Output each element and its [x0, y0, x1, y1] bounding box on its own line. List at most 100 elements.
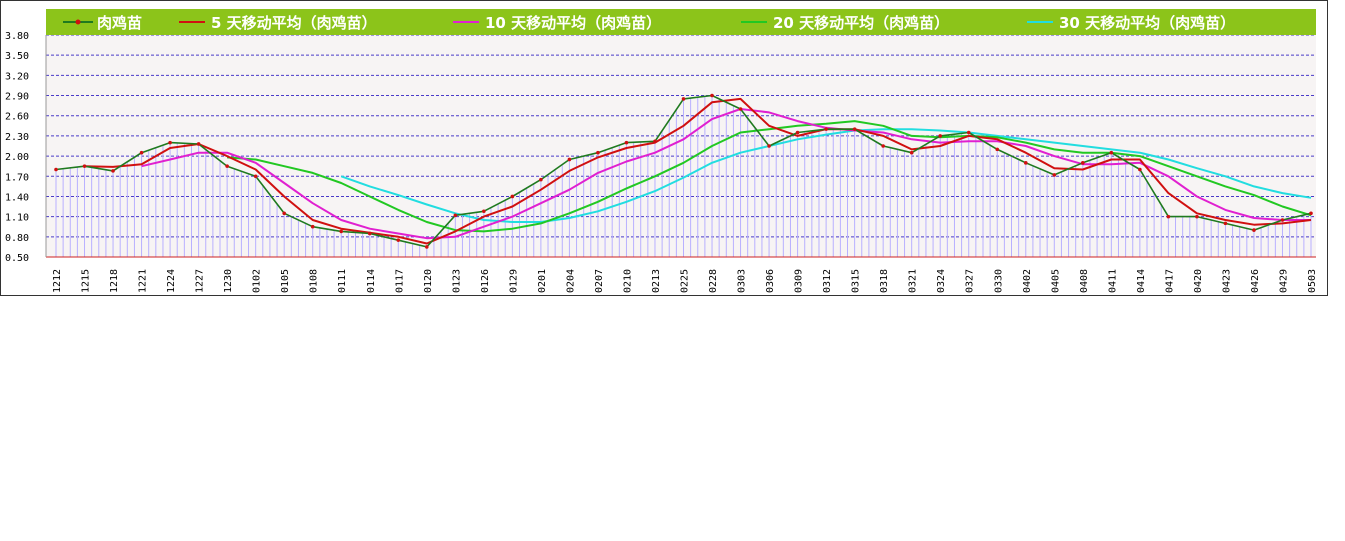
x-tick-label: 0306	[765, 269, 776, 293]
data-point	[1223, 221, 1228, 226]
x-tick-label: 0105	[280, 269, 291, 293]
data-point	[1023, 161, 1028, 165]
data-point	[1252, 228, 1256, 232]
data-point	[453, 213, 458, 218]
y-tick-label: 3.50	[5, 51, 29, 62]
x-tick-label: 0417	[1164, 269, 1175, 293]
x-tick-label: 0225	[680, 269, 691, 293]
data-point	[54, 167, 58, 172]
data-point	[1052, 173, 1057, 177]
data-point	[1280, 218, 1285, 222]
data-point	[795, 130, 800, 135]
x-tick-label: 0204	[565, 269, 576, 293]
data-point	[710, 93, 714, 98]
x-tick-label: 0303	[737, 269, 748, 293]
legend-band	[46, 9, 1316, 35]
x-tick-label: 0309	[794, 269, 805, 293]
data-point	[624, 140, 629, 145]
data-point	[767, 144, 771, 148]
data-point	[482, 209, 486, 214]
y-tick-labels: 3.80 3.50 3.20 2.90 2.60 2.30 2.00 1.70 1.40 1.10…	[5, 31, 29, 264]
data-point	[539, 177, 543, 182]
series-line-4	[340, 128, 1312, 223]
x-tick-label: 0503	[1307, 269, 1318, 293]
x-tick-label: 0321	[908, 269, 919, 293]
x-tick-label: 0411	[1107, 269, 1118, 293]
x-tick-label: 0201	[537, 269, 548, 293]
x-tick-label: 0327	[965, 269, 976, 293]
data-point	[282, 211, 286, 216]
legend-label-price: 肉鸡苗	[97, 14, 142, 32]
x-tick-label: 1227	[195, 269, 206, 293]
x-tick-label: 0102	[252, 269, 263, 293]
legend-item-ma30: 30 天移动平均（肉鸡苗）	[1027, 14, 1235, 32]
marker-layer	[54, 93, 1313, 249]
data-point	[510, 194, 515, 199]
data-point	[1081, 161, 1085, 165]
data-point	[938, 134, 943, 138]
x-tick-label: 0405	[1050, 269, 1061, 293]
legend-label-ma20: 20 天移动平均（肉鸡苗）	[773, 14, 949, 32]
x-tick-label: 0123	[451, 269, 462, 293]
x-tick-label: 0207	[594, 269, 605, 293]
y-tick-label: 2.00	[5, 152, 29, 163]
data-point	[111, 169, 115, 173]
x-tick-label: 0117	[394, 269, 405, 293]
x-tick-label: 1218	[109, 269, 120, 293]
legend-item-price: 肉鸡苗	[63, 14, 142, 32]
series-line-3	[227, 120, 1312, 233]
x-tick-label: 0108	[309, 269, 320, 293]
legend-item-ma5: 5 天移动平均（肉鸡苗）	[179, 14, 377, 32]
x-tick-label: 0228	[708, 269, 719, 293]
y-tick-label: 2.30	[5, 132, 29, 143]
x-tick-label: 0210	[622, 269, 633, 293]
x-tick-label: 1215	[81, 269, 92, 293]
x-tick-labels: 1212 1215 1218 1221 1224 1227 1230 0102 0105 0108…	[52, 269, 1318, 293]
data-point	[653, 139, 657, 144]
legend: 肉鸡苗 5 天移动平均（肉鸡苗） 10 天移动平均（肉鸡苗） 20 天移动平均（…	[63, 14, 1235, 32]
data-point	[738, 107, 743, 111]
data-point	[82, 164, 87, 168]
x-tick-label: 0318	[879, 269, 890, 293]
x-tick-label: 0213	[651, 269, 662, 293]
x-tick-label: 0111	[337, 269, 348, 293]
y-tick-label: 0.80	[5, 233, 29, 244]
series-line-1	[84, 97, 1312, 245]
data-point	[1109, 150, 1114, 155]
data-point	[396, 238, 401, 242]
legend-marker-price	[75, 19, 81, 25]
x-tick-label: 0324	[936, 269, 947, 293]
series-line-2	[141, 108, 1311, 240]
chart-frame: 3.80 3.50 3.20 2.90 2.60 2.30 2.00 1.70 1.40 1.10…	[0, 0, 1328, 296]
legend-label-ma30: 30 天移动平均（肉鸡苗）	[1059, 14, 1235, 32]
data-point	[824, 127, 828, 131]
y-tick-label: 0.50	[5, 253, 29, 264]
data-point	[596, 150, 600, 155]
y-tick-label: 1.40	[5, 192, 29, 203]
x-tick-label: 0402	[1022, 269, 1033, 293]
data-point	[681, 97, 686, 101]
x-tick-label: 0330	[993, 269, 1004, 293]
y-tick-label: 1.10	[5, 213, 29, 224]
data-point	[1138, 167, 1142, 172]
data-point	[567, 157, 572, 162]
x-tick-label: 0120	[423, 269, 434, 293]
data-point	[995, 147, 1000, 152]
data-point	[225, 164, 229, 168]
data-point	[367, 231, 372, 236]
x-tick-label: 0129	[508, 269, 519, 293]
data-point	[1309, 211, 1313, 216]
legend-item-ma10: 10 天移动平均（肉鸡苗）	[453, 14, 661, 32]
x-tick-label: 0426	[1250, 269, 1261, 293]
x-tick-label: 0423	[1221, 269, 1232, 293]
x-tick-label: 0126	[480, 269, 491, 293]
legend-item-ma20: 20 天移动平均（肉鸡苗）	[741, 14, 949, 32]
data-point	[139, 150, 144, 155]
x-tick-label: 1224	[166, 269, 177, 293]
legend-label-ma5: 5 天移动平均（肉鸡苗）	[211, 14, 377, 32]
data-point	[253, 174, 258, 179]
x-tick-label: 0408	[1079, 269, 1090, 293]
chart-svg: 3.80 3.50 3.20 2.90 2.60 2.30 2.00 1.70 1.40 1.10…	[5, 9, 1318, 293]
y-tick-label: 3.20	[5, 71, 29, 82]
x-tick-label: 0414	[1136, 269, 1147, 293]
